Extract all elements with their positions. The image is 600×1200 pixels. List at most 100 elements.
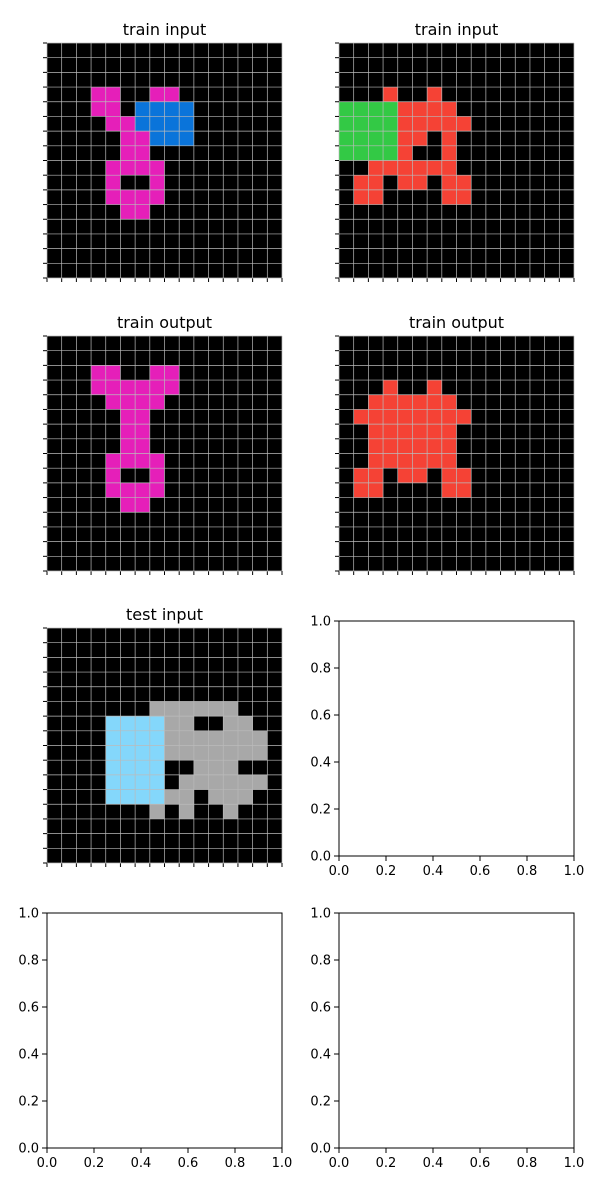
grid-cell-light-blue xyxy=(135,789,150,805)
grid-cell-magenta xyxy=(91,380,106,395)
grid-cell-red xyxy=(397,145,413,161)
y-tick-label: 0.8 xyxy=(18,954,39,969)
grid-cell-red xyxy=(427,380,442,395)
grid-cell-magenta xyxy=(91,365,106,381)
grid-cell-red xyxy=(368,409,384,425)
grid-cell-red xyxy=(368,175,384,190)
x-tick-label: 0.6 xyxy=(178,1156,199,1171)
empty-axes: 0.00.0 0.2 0.2 0.4 0.4 0.6 0.6 0.8 0.8 1.0 1.0 xyxy=(18,907,292,1172)
x-tick-label: 0.8 xyxy=(517,864,538,879)
y-tick-label: 0.4 xyxy=(310,1048,331,1063)
grid-cell-magenta xyxy=(149,160,165,176)
grid-cell-red xyxy=(353,482,369,498)
grid-cell-magenta xyxy=(91,87,106,102)
grid-cell-light-blue xyxy=(120,716,136,731)
grid-cell-light-blue xyxy=(120,789,136,805)
grid-cell-green xyxy=(383,131,398,146)
grid-cell-gray xyxy=(208,774,224,790)
empty-axes: 0.00.0 0.2 0.2 0.4 0.4 0.6 0.6 0.8 0.8 1.0 1.0 xyxy=(310,907,584,1172)
grid-cell-magenta xyxy=(149,468,165,483)
grid-cell-gray xyxy=(252,774,268,790)
grid-cell-red xyxy=(412,116,428,132)
grid-cell-light-blue xyxy=(135,774,150,790)
grid-cell-red xyxy=(353,409,369,425)
grid-cell-gray xyxy=(164,789,180,805)
grid-cell-magenta xyxy=(105,189,121,205)
grid-cell-red xyxy=(427,409,442,425)
grid-cell-magenta xyxy=(120,438,136,454)
panel-title: train input xyxy=(123,20,206,39)
grid-cell-magenta xyxy=(120,482,136,498)
grid-cell-green xyxy=(339,131,354,146)
y-tick-label: 0.8 xyxy=(310,954,331,969)
grid-cell-gray xyxy=(237,730,253,746)
grid-cell-gray xyxy=(223,730,238,746)
grid-cell-magenta xyxy=(164,365,180,381)
grid-cell-red xyxy=(441,145,457,161)
y-tick-label: 0.4 xyxy=(310,756,331,771)
grid-cell-blue xyxy=(149,116,165,132)
grid-cell-magenta xyxy=(120,145,136,161)
grid-cell-magenta xyxy=(135,131,150,146)
grid-cell-gray xyxy=(237,745,253,761)
grid-cell-blue xyxy=(149,131,165,146)
grid-cell-red xyxy=(397,131,413,146)
grid-cell-magenta xyxy=(120,424,136,439)
grid-cell-magenta xyxy=(105,175,121,190)
grid-cell-red xyxy=(397,175,413,190)
grid-cell-gray xyxy=(237,774,253,790)
grid-cell-green xyxy=(353,116,369,132)
grid-cell-magenta xyxy=(135,160,150,176)
grid-cell-magenta xyxy=(135,482,150,498)
grid-cell-gray xyxy=(179,789,194,805)
grid-cell-red xyxy=(441,175,457,190)
grid-cell-red xyxy=(441,189,457,205)
grid-cell-red xyxy=(441,424,457,439)
grid-cell-magenta xyxy=(135,189,150,205)
grid-cell-red xyxy=(397,160,413,176)
grid-cell-red xyxy=(397,468,413,483)
grid-cell-gray xyxy=(164,701,180,717)
grid-cell-red xyxy=(397,116,413,132)
axes-frame xyxy=(338,620,575,857)
axes-frame xyxy=(338,912,575,1149)
grid-cell-red xyxy=(412,453,428,469)
grid-cell-light-blue xyxy=(105,730,121,746)
x-tick-label: 0.4 xyxy=(423,864,444,879)
grid-cell-red xyxy=(412,101,428,117)
grid-cell-red xyxy=(456,189,472,205)
grid-cell-magenta xyxy=(135,145,150,161)
grid-cell-light-blue xyxy=(135,760,150,775)
grid-cell-blue xyxy=(149,101,165,117)
grid-cell-magenta xyxy=(105,453,121,469)
grid-cell-light-blue xyxy=(105,745,121,761)
grid-cell-light-blue xyxy=(120,730,136,746)
grid-cell-red xyxy=(427,394,442,410)
y-tick-label: 0.6 xyxy=(310,709,331,724)
grid-cell-magenta xyxy=(120,189,136,205)
grid-cell-magenta xyxy=(149,482,165,498)
y-tick-label: 1.0 xyxy=(310,907,331,922)
grid-cell-red xyxy=(427,424,442,439)
grid-cell-magenta xyxy=(149,365,165,381)
grid-cell-red xyxy=(383,380,398,395)
grid-cell-red xyxy=(368,394,384,410)
grid-cell-red xyxy=(412,160,428,176)
grid-cell-magenta xyxy=(135,497,150,513)
grid-panel: train input xyxy=(43,20,283,282)
grid-cell-gray xyxy=(179,730,194,746)
y-tick-label: 0.2 xyxy=(18,1095,39,1110)
grid-cell-red xyxy=(383,438,398,454)
grid-cell-magenta xyxy=(149,380,165,395)
grid-cell-magenta xyxy=(120,160,136,176)
grid-cell-gray xyxy=(252,745,268,761)
grid-cell-blue xyxy=(135,116,150,132)
x-tick-label: 0.8 xyxy=(517,1156,538,1171)
grid-cell-magenta xyxy=(120,394,136,410)
grid-cell-gray xyxy=(223,745,238,761)
grid-cell-blue xyxy=(164,116,180,132)
grid-cell-magenta xyxy=(135,424,150,439)
grid-cell-green xyxy=(339,145,354,161)
grid-cell-light-blue xyxy=(105,760,121,775)
